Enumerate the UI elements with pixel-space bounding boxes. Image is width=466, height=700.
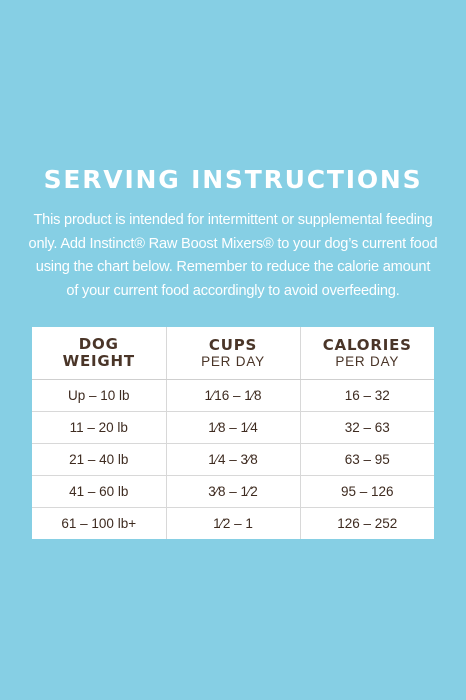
header-sub: WEIGHT <box>62 352 135 370</box>
cell-weight: 11 – 20 lb <box>32 411 166 444</box>
cell-cups: 3⁄8 – 1⁄2 <box>165 475 300 508</box>
header-cups: CUPS PER DAY <box>165 327 300 380</box>
cell-calories: 126 – 252 <box>299 507 434 539</box>
table-header-row: DOG WEIGHT CUPS PER DAY CALORIES PER DAY <box>32 327 434 380</box>
table-row: 21 – 40 lb 1⁄4 – 3⁄8 63 – 95 <box>32 443 434 476</box>
table-row: 11 – 20 lb 1⁄8 – 1⁄4 32 – 63 <box>32 411 434 444</box>
cell-cups: 1⁄4 – 3⁄8 <box>165 443 300 476</box>
cell-weight: 61 – 100 lb+ <box>32 507 166 539</box>
intro-line: using the chart below. Remember to reduc… <box>35 259 431 275</box>
intro-paragraph: This product is intended for intermitten… <box>26 209 440 303</box>
cell-weight: 21 – 40 lb <box>32 443 166 476</box>
header-sub: PER DAY <box>201 354 265 369</box>
table-row: 61 – 100 lb+ 1⁄2 – 1 126 – 252 <box>32 507 434 539</box>
cell-calories: 16 – 32 <box>299 379 434 412</box>
cell-weight: Up – 10 lb <box>32 379 166 412</box>
header-sub: PER DAY <box>335 354 400 369</box>
serving-table-card: DOG WEIGHT CUPS PER DAY CALORIES PER DAY… <box>32 327 434 539</box>
page-title: SERVING INSTRUCTIONS <box>43 165 423 194</box>
header-main: DOG <box>78 335 119 353</box>
serving-table: DOG WEIGHT CUPS PER DAY CALORIES PER DAY… <box>32 327 434 539</box>
cell-cups: 1⁄2 – 1 <box>165 507 300 539</box>
header-main: CUPS <box>208 336 258 354</box>
header-main: CALORIES <box>322 336 412 354</box>
table-row: Up – 10 lb 1⁄16 – 1⁄8 16 – 32 <box>32 379 434 412</box>
header-calories: CALORIES PER DAY <box>299 327 434 380</box>
cell-cups: 1⁄8 – 1⁄4 <box>165 411 300 444</box>
intro-line: of your current food accordingly to avoi… <box>66 282 400 299</box>
cell-cups: 1⁄16 – 1⁄8 <box>165 379 300 412</box>
cell-calories: 95 – 126 <box>299 475 434 508</box>
cell-weight: 41 – 60 lb <box>32 475 166 508</box>
header-dog-weight: DOG WEIGHT <box>32 327 166 380</box>
intro-line: This product is intended for intermitten… <box>33 212 433 228</box>
intro-line: only. Add Instinct® Raw Boost Mixers® to… <box>28 235 438 252</box>
table-row: 41 – 60 lb 3⁄8 – 1⁄2 95 – 126 <box>32 475 434 508</box>
cell-calories: 63 – 95 <box>299 443 434 476</box>
cell-calories: 32 – 63 <box>299 411 434 444</box>
